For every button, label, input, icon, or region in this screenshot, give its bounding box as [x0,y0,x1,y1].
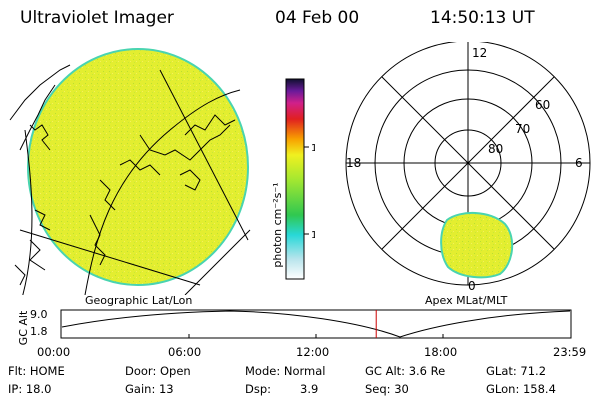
colorbar-tick-100: 100 [311,143,315,154]
altitude-ytick-low: 1.8 [30,325,48,338]
polar-plot: 12 18 6 0 60 70 80 [345,42,591,293]
uv-image-disk [27,48,249,286]
mlt-label-12: 12 [472,46,487,60]
colorbar: photon cm⁻²s⁻¹ 100 10 [271,78,315,280]
gain-info: Gain: 13 [125,382,174,396]
lat-label-80: 80 [488,142,503,156]
gc-alt-info: GC Alt: 3.6 Re [365,364,446,378]
altitude-plot: GC Alt 9.0 1.8 00:00 06:00 12:00 18:00 2… [17,308,586,359]
dsp-value: 3.9 [300,382,319,396]
flt-info: Flt: HOME [8,364,65,378]
altitude-xtick-1800: 18:00 [424,345,457,359]
altitude-xtick-0600: 06:00 [168,345,201,359]
altitude-plot-frame [60,309,572,339]
dsp-label: Dsp: [245,382,272,396]
mode-info: Mode: Normal [245,364,326,378]
altitude-xtick-1200: 12:00 [296,345,329,359]
instrument-title: Ultraviolet Imager [20,8,174,28]
altitude-curve [61,310,571,338]
lat-label-60: 60 [535,98,550,112]
mlt-label-18: 18 [346,156,361,170]
auroral-oval-patch [440,211,514,279]
altitude-ytick-high: 9.0 [30,308,48,321]
mlt-label-0: 0 [468,279,476,293]
colorbar-tick-10: 10 [311,230,315,241]
polar-panel-label: Apex MLat/MLT [425,294,508,307]
glon-info: GLon: 158.4 [486,382,556,396]
seq-info: Seq: 30 [365,382,409,396]
door-info: Door: Open [125,364,191,378]
altitude-xtick-0000: 00:00 [37,345,70,359]
date-label: 04 Feb 00 [275,8,360,28]
colorbar-unit-label: photon cm⁻²s⁻¹ [271,182,284,267]
geographic-image-panel [9,48,251,295]
glat-info: GLat: 71.2 [486,364,547,378]
geo-panel-label: Geographic Lat/Lon [85,294,193,307]
altitude-ylabel: GC Alt [17,310,30,345]
time-label: 14:50:13 UT [430,8,535,28]
lat-label-70: 70 [515,122,530,136]
ip-info: IP: 18.0 [8,382,52,396]
colorbar-gradient [285,78,305,280]
mlt-label-6: 6 [575,156,583,170]
altitude-xtick-2359: 23:59 [553,345,586,359]
